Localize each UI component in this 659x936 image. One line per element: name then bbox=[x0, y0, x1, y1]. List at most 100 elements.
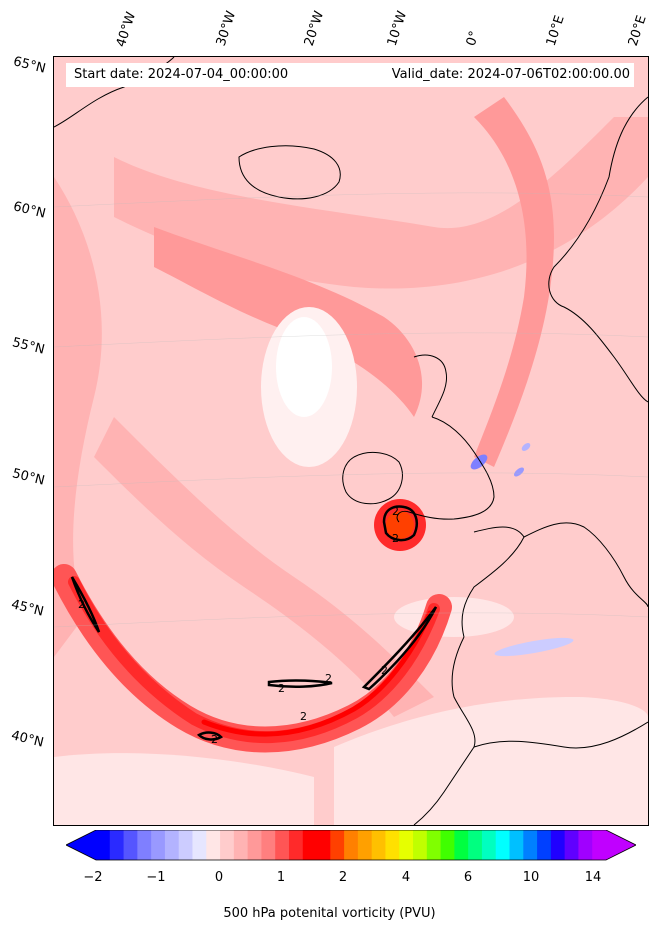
pv-field-map bbox=[54, 57, 648, 825]
contour-label: 2 bbox=[392, 505, 399, 518]
colorbar-swatch bbox=[151, 830, 166, 860]
colorbar-swatch bbox=[468, 830, 483, 860]
start-date-label: Start date: 2024-07-04_00:00:00 bbox=[74, 67, 289, 82]
colorbar-tick: 2 bbox=[338, 870, 348, 885]
colorbar-swatch bbox=[537, 830, 552, 860]
colorbar-swatch bbox=[275, 830, 290, 860]
graticule-line-2 bbox=[54, 332, 648, 348]
colorbar-tick: 6 bbox=[463, 870, 473, 885]
colorbar-swatch bbox=[178, 830, 194, 860]
coastlines bbox=[54, 57, 648, 825]
colorbar-swatch bbox=[316, 830, 331, 860]
coast-scandinavia bbox=[548, 96, 648, 403]
contour-label: 2 bbox=[78, 598, 85, 611]
graticule-line-1 bbox=[54, 192, 648, 208]
graticule-line-3 bbox=[54, 472, 648, 488]
lat-label-65n: 65°N bbox=[11, 54, 48, 77]
lon-label-20e: 20°E bbox=[625, 13, 650, 49]
coast-britain bbox=[396, 416, 495, 523]
pv-band-west bbox=[54, 177, 102, 657]
colorbar-tick: −1 bbox=[146, 870, 166, 885]
colorbar-swatch bbox=[164, 830, 180, 860]
coast-iceland bbox=[238, 145, 341, 200]
coast-ireland bbox=[342, 451, 403, 505]
pv-jet-core bbox=[201, 610, 433, 737]
lon-label-20w: 20°W bbox=[301, 9, 328, 48]
colorbar-swatch bbox=[564, 830, 580, 860]
coast-scotland bbox=[413, 354, 448, 418]
graticule bbox=[54, 192, 648, 628]
colorbar-swatch bbox=[302, 830, 318, 860]
colorbar-extend-under bbox=[66, 830, 96, 860]
colorbar-swatch bbox=[385, 830, 400, 860]
colorbar-swatch bbox=[123, 830, 138, 860]
colorbar-swatch bbox=[440, 830, 455, 860]
colorbar-swatch bbox=[288, 830, 304, 860]
colorbar-swatch bbox=[233, 830, 249, 860]
pv-negative-4 bbox=[494, 637, 574, 657]
colorbar-swatch bbox=[481, 830, 497, 860]
pv-band-atlantic bbox=[94, 417, 434, 717]
colorbar-swatch bbox=[523, 830, 538, 860]
pv-channel-blob bbox=[386, 511, 414, 539]
contour-label: 2 bbox=[392, 532, 399, 545]
map-panel bbox=[53, 56, 649, 826]
colorbar-swatch bbox=[454, 830, 469, 860]
colorbar-swatch bbox=[330, 830, 345, 860]
contour-channel bbox=[382, 505, 418, 542]
colorbar-swatch bbox=[137, 830, 152, 860]
colorbar-tick: 4 bbox=[401, 870, 411, 885]
colorbar-label: 500 hPa potenital vorticity (PVU) bbox=[223, 906, 436, 921]
colorbar-swatch bbox=[495, 830, 511, 860]
lon-label-0: 0° bbox=[463, 29, 483, 48]
contour-label: 2 bbox=[300, 710, 307, 723]
pv-low-west bbox=[54, 753, 314, 825]
lat-label-55n: 55°N bbox=[10, 335, 47, 358]
valid-date-label: Valid_date: 2024-07-06T02:00:00.00 bbox=[391, 67, 630, 82]
contour-label: 2 bbox=[278, 682, 285, 695]
contour-west bbox=[70, 576, 101, 633]
lat-label-40n: 40°N bbox=[9, 728, 46, 751]
colorbar-extend-over bbox=[606, 830, 636, 860]
colorbar-swatch bbox=[192, 830, 207, 860]
colorbar-swatch bbox=[96, 830, 111, 860]
colorbar-swatch bbox=[344, 830, 359, 860]
pv-low-inner bbox=[276, 317, 332, 417]
pv-jet-arc-inner bbox=[68, 576, 440, 743]
colorbar-tick: 1 bbox=[276, 870, 286, 885]
coast-med bbox=[473, 721, 648, 749]
colorbar-swatch bbox=[426, 830, 442, 860]
contour-south bbox=[196, 731, 224, 741]
colorbar-swatch bbox=[550, 830, 566, 860]
pv-band-east bbox=[474, 97, 554, 467]
colorbar-tick: 0 bbox=[214, 870, 224, 885]
pv-low-iberia bbox=[334, 697, 648, 825]
colorbar-swatch bbox=[357, 830, 373, 860]
colorbar-swatch bbox=[247, 830, 262, 860]
contour-jet-mid bbox=[267, 679, 333, 688]
contour-label: 2 bbox=[381, 664, 388, 677]
colorbar-swatch bbox=[371, 830, 387, 860]
pv-negative-1 bbox=[470, 454, 488, 470]
pv-negative-2 bbox=[514, 467, 524, 477]
colorbar-tick: −2 bbox=[83, 870, 103, 885]
lat-label-45n: 45°N bbox=[9, 597, 46, 620]
graticule-line-4 bbox=[54, 612, 648, 628]
colorbar-tick: 14 bbox=[584, 870, 602, 885]
contour-label: 2 bbox=[325, 672, 332, 685]
colorbar-swatch bbox=[261, 830, 276, 860]
lon-label-30w: 30°W bbox=[213, 9, 240, 48]
colorbar-swatch bbox=[206, 830, 221, 860]
colorbar-outline bbox=[66, 830, 636, 861]
pv-low-biscay bbox=[394, 597, 514, 637]
contour-label: 2 bbox=[211, 733, 218, 746]
pv-2-contours bbox=[70, 505, 438, 741]
colorbar-tick: 10 bbox=[522, 870, 540, 885]
lon-label-10w: 10°W bbox=[384, 9, 411, 48]
colorbar-swatch bbox=[399, 830, 414, 860]
coast-europe-inner bbox=[523, 522, 648, 608]
colorbar-swatch bbox=[578, 830, 593, 860]
colorbar-swatch bbox=[592, 830, 607, 860]
pv-band-north bbox=[114, 117, 648, 289]
lon-label-10e: 10°E bbox=[543, 13, 568, 49]
